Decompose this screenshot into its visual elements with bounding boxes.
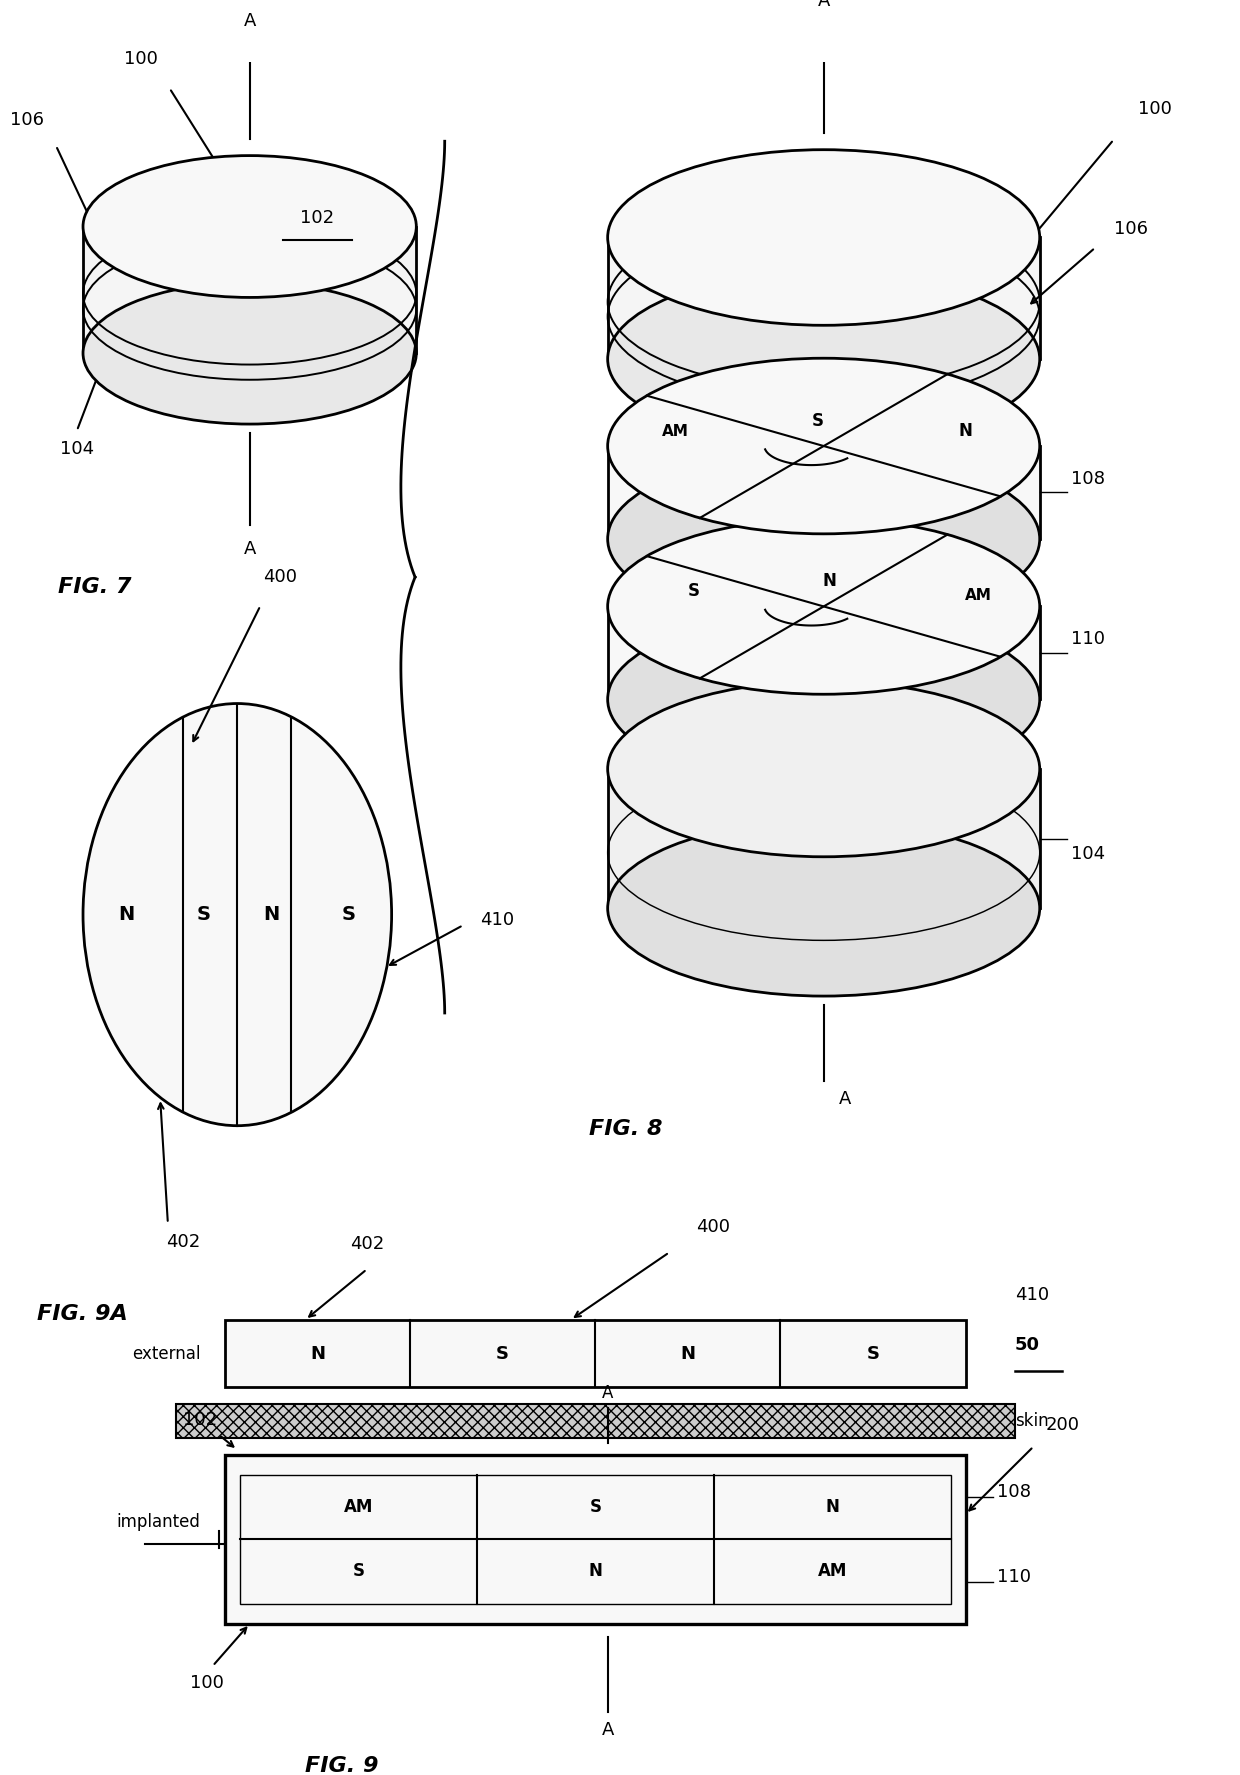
Text: A: A [243, 540, 255, 557]
Text: external: external [131, 1345, 201, 1363]
Ellipse shape [608, 149, 1039, 325]
Ellipse shape [608, 451, 1039, 627]
Text: 106: 106 [1114, 220, 1148, 238]
Text: 106: 106 [10, 112, 45, 130]
Polygon shape [224, 1321, 966, 1388]
Ellipse shape [608, 682, 1039, 857]
Text: 110: 110 [1070, 630, 1105, 648]
Text: N: N [826, 1498, 839, 1516]
Text: 410: 410 [481, 911, 515, 928]
Text: S: S [867, 1345, 879, 1363]
Text: skin: skin [1016, 1413, 1049, 1431]
Text: 50: 50 [1016, 1337, 1040, 1354]
Text: N: N [263, 905, 279, 925]
Text: implanted: implanted [117, 1514, 201, 1532]
Polygon shape [608, 446, 1039, 540]
Text: 102: 102 [184, 1411, 217, 1429]
Text: 100: 100 [1138, 99, 1172, 119]
Text: A: A [838, 1090, 851, 1108]
Text: N: N [310, 1345, 325, 1363]
Ellipse shape [83, 156, 417, 298]
Text: 400: 400 [696, 1218, 729, 1235]
Text: N: N [823, 572, 837, 589]
Text: 100: 100 [124, 50, 157, 69]
Text: S: S [196, 905, 211, 925]
Text: AM: AM [662, 424, 689, 438]
Polygon shape [608, 238, 1039, 359]
Text: 108: 108 [1070, 470, 1105, 488]
Ellipse shape [608, 612, 1039, 786]
Text: AM: AM [817, 1562, 847, 1580]
Text: 400: 400 [264, 568, 298, 586]
Text: 110: 110 [997, 1567, 1030, 1585]
Text: 100: 100 [190, 1674, 223, 1692]
Text: 102: 102 [300, 209, 335, 227]
Text: S: S [589, 1498, 601, 1516]
Text: S: S [688, 582, 701, 600]
Polygon shape [224, 1456, 966, 1624]
Ellipse shape [608, 359, 1039, 534]
Text: A: A [817, 0, 830, 11]
Text: AM: AM [965, 588, 992, 604]
Text: AM: AM [343, 1498, 373, 1516]
Text: FIG. 8: FIG. 8 [589, 1118, 662, 1138]
Text: N: N [118, 905, 134, 925]
Text: 402: 402 [350, 1235, 384, 1253]
Text: FIG. 9: FIG. 9 [305, 1757, 378, 1775]
Text: S: S [496, 1345, 510, 1363]
Text: 104: 104 [60, 440, 94, 458]
Text: S: S [341, 905, 356, 925]
Polygon shape [608, 769, 1039, 909]
Polygon shape [608, 607, 1039, 699]
Text: 200: 200 [1045, 1416, 1080, 1434]
Ellipse shape [608, 518, 1039, 694]
Text: N: N [959, 422, 972, 440]
Text: FIG. 9A: FIG. 9A [37, 1305, 128, 1324]
Text: A: A [601, 1722, 614, 1740]
Text: N: N [588, 1562, 603, 1580]
Text: 410: 410 [1016, 1285, 1049, 1303]
Text: 108: 108 [997, 1484, 1030, 1502]
Ellipse shape [83, 282, 417, 424]
Text: A: A [601, 1383, 614, 1402]
Text: S: S [352, 1562, 365, 1580]
Circle shape [83, 703, 392, 1125]
Text: 402: 402 [166, 1234, 201, 1251]
Ellipse shape [608, 820, 1039, 996]
Ellipse shape [608, 272, 1039, 447]
Polygon shape [83, 227, 417, 353]
Text: 104: 104 [1070, 845, 1105, 863]
Text: FIG. 7: FIG. 7 [58, 577, 131, 596]
Text: A: A [243, 11, 255, 30]
Polygon shape [176, 1404, 1016, 1438]
Text: S: S [811, 412, 823, 430]
Text: N: N [681, 1345, 696, 1363]
